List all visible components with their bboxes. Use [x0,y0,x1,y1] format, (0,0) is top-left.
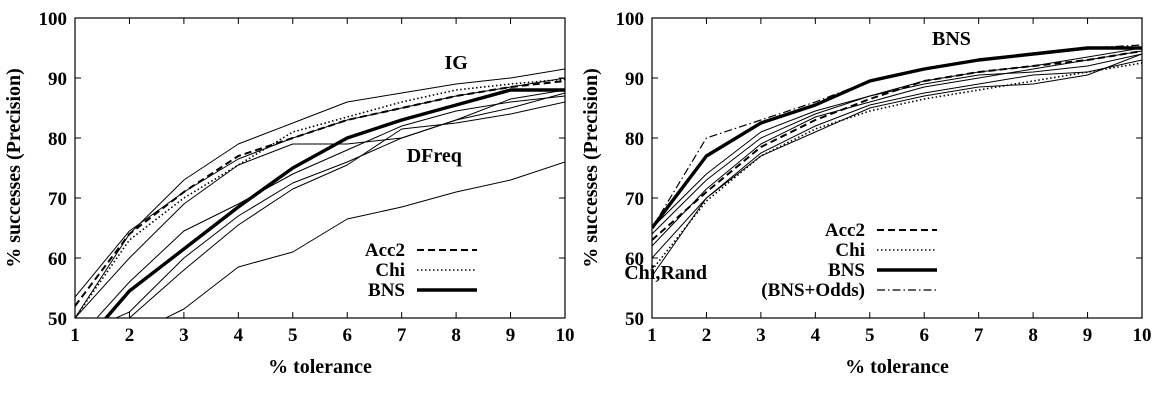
legend-label: Acc2 [825,220,865,241]
y-tick-label: 90 [48,69,67,90]
chart-2: 1 2 3 4 5 6 7 8 9 10 50 60 70 80 90 100 % tolerance % suc… [580,9,1152,378]
y-tick-label: 70 [625,189,644,210]
plot-frame [651,17,1143,319]
x-tick-label: 1 [70,325,80,346]
legend-label: Acc2 [365,240,405,261]
series-line-bns [103,88,565,318]
series-line-bns [652,46,1142,230]
series-line-unlabeled [652,59,1142,259]
x-tick-label: 5 [865,325,875,346]
x-tick-label: 6 [342,325,352,346]
x-tick-label: 2 [702,325,712,346]
annotation: BNS [932,28,971,50]
annotation: IG [444,52,468,74]
series-group [652,44,1142,277]
x-tick-label: 1 [647,325,657,346]
series-line-unlabeled [75,89,565,318]
x-tick-label: 2 [125,325,135,346]
series-line-unlabeled [96,95,565,318]
series-line-unlabeled [164,161,565,318]
series-line-unlabeled [652,47,1142,235]
series-line-unlabeled [652,53,1142,277]
x-tick-label: 6 [919,325,929,346]
x-tick-label: 3 [756,325,766,346]
series-line-acc2 [75,80,565,307]
x-tick-label: 3 [179,325,189,346]
series-line-acc2 [652,50,1142,241]
legend-label: (BNS+Odds) [761,280,865,301]
x-axis-label: % tolerance [268,356,372,378]
chart-1: 1 2 3 4 5 6 7 8 9 10 50 60 70 80 90 100 % tolerance % suc… [3,9,575,378]
series-line-chi [75,78,565,318]
series-line-unlabeled [75,68,565,318]
y-tick-label: 50 [625,309,644,330]
annotation: Chi,Rand [624,262,707,284]
x-axis-label: % tolerance [845,356,949,378]
x-tick-label: 4 [234,325,244,346]
series-line-bns-odds [652,44,1142,229]
legend-label: BNS [368,280,405,301]
plot-frame [74,17,566,319]
series-line-chi [652,62,1142,271]
series-line-unlabeled [652,50,1142,247]
x-tick-label: 8 [1028,325,1038,346]
x-tick-label: 9 [506,325,516,346]
x-tick-label: 5 [288,325,298,346]
x-tick-label: 7 [974,325,984,346]
series-group [75,68,565,318]
legend-label: Chi [835,240,865,261]
series-line-unlabeled [128,101,565,318]
legend-label: Chi [375,260,405,281]
legend-label: BNS [828,260,865,281]
y-tick-label: 70 [48,189,67,210]
x-tick-label: 7 [397,325,407,346]
y-tick-label: 60 [48,249,67,270]
x-tick-label: 10 [556,325,575,346]
y-tick-label: 80 [48,129,67,150]
x-tick-label: 4 [811,325,821,346]
annotation: DFreq [407,145,462,167]
y-tick-label: 100 [39,9,68,30]
series-line-unlabeled [114,92,565,318]
y-tick-label: 90 [625,69,644,90]
series-line-unlabeled [652,53,1142,229]
y-axis-label: % successes (Precision) [580,68,602,268]
y-tick-label: 100 [616,9,645,30]
y-tick-label: 80 [625,129,644,150]
y-tick-label: 50 [48,309,67,330]
x-tick-label: 9 [1083,325,1093,346]
x-tick-label: 10 [1133,325,1152,346]
y-tick-label: 60 [625,249,644,270]
x-tick-label: 8 [451,325,461,346]
y-axis-label: % successes (Precision) [3,68,25,268]
